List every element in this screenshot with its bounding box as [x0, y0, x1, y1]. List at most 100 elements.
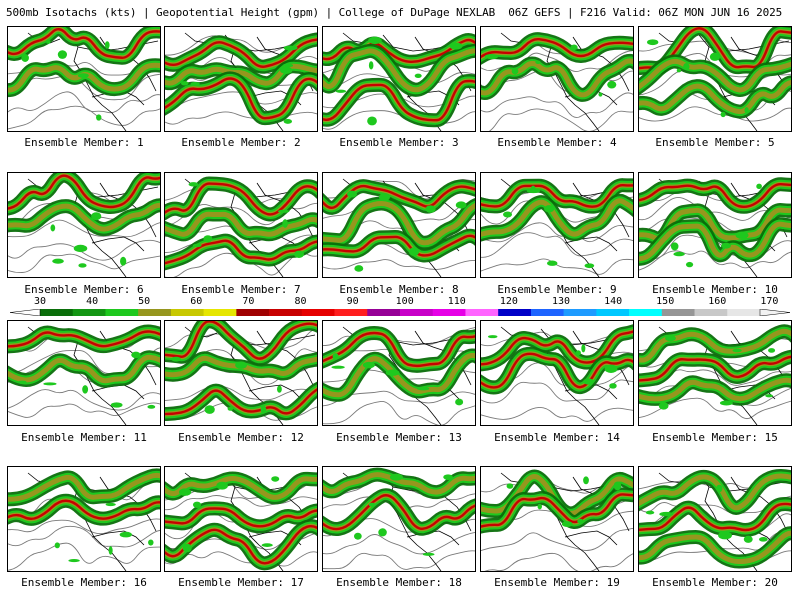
height-contour-line: [8, 402, 160, 418]
isotach-speckle: [293, 250, 305, 258]
isotach-speckle: [506, 483, 514, 489]
isotach-speckle: [449, 42, 463, 50]
ensemble-member-label: Ensemble Member: 5: [655, 136, 775, 149]
isotach-speckle: [104, 41, 110, 49]
isotach-speckle: [347, 190, 358, 198]
jet-isotach-band: [8, 499, 160, 521]
isotach-speckle: [78, 263, 87, 268]
jet-isotach-band: [639, 377, 791, 402]
ensemble-member-map: [322, 172, 476, 278]
isotach-speckle: [511, 67, 519, 75]
colorbar-segment: [334, 309, 368, 316]
height-contour-line: [323, 401, 475, 425]
isotach-speckle: [68, 559, 80, 563]
jet-isotach-band: [323, 79, 475, 122]
isotach-speckle: [609, 383, 617, 389]
colorbar-segment: [596, 309, 630, 316]
isotach-speckle: [368, 502, 376, 507]
jet-isotach-band: [639, 207, 791, 242]
isotach-speckle: [190, 81, 200, 86]
isotach-speckle: [756, 183, 762, 190]
isotach-speckle: [720, 111, 726, 118]
jet-isotach-band: [639, 530, 791, 565]
colorbar-tick-label: 80: [294, 296, 307, 307]
ensemble-member-map: [638, 172, 792, 278]
isotach-speckle: [203, 235, 213, 243]
header-title: 500mb Isotachs (kts) | Geopotential Heig…: [6, 6, 782, 19]
isotach-speckle: [543, 205, 555, 213]
isotach-speckle: [743, 535, 753, 543]
ensemble-member-label: Ensemble Member: 9: [497, 283, 617, 296]
colorbar-tick-label: 150: [656, 296, 675, 307]
height-contour-line: [8, 542, 160, 571]
colorbar-segment: [530, 309, 564, 316]
isotach-speckle: [332, 353, 339, 360]
map-canvas: [165, 176, 317, 277]
isotach-speckle: [192, 501, 202, 508]
isotach-speckle: [414, 73, 422, 79]
ensemble-member-map: [480, 466, 634, 572]
jet-isotach-band: [165, 182, 317, 216]
jet-isotach-band: [323, 38, 475, 63]
isotach-speckle: [204, 405, 215, 414]
colorbar-segment: [105, 309, 139, 316]
isotach-speckle: [604, 364, 618, 374]
isotach-speckle: [455, 398, 464, 406]
map-canvas: [323, 178, 475, 277]
map-canvas: [323, 326, 475, 425]
colorbar-tick-labels: 30 40 50 60 70 80 90 100 110 120 130 140 150 160 170: [0, 296, 800, 308]
isotach-speckle: [546, 260, 558, 266]
colorbar-segment: [301, 309, 335, 316]
isotach-speckle: [735, 231, 749, 239]
isotach-speckle: [277, 209, 290, 213]
jet-isotach-band: [481, 352, 633, 389]
isotach-speckle: [535, 60, 541, 65]
height-contour-line: [481, 258, 633, 275]
isotach-speckle: [73, 244, 88, 253]
jet-isotach-band: [8, 174, 160, 210]
height-contour-line: [639, 106, 791, 122]
ensemble-member-map: [164, 26, 318, 132]
isotach-speckle: [417, 387, 430, 391]
isotach-speckle: [280, 66, 293, 75]
ensemble-member-label: Ensemble Member: 14: [494, 431, 620, 444]
isotach-speckle: [583, 378, 594, 385]
isotach-speckle: [43, 382, 57, 386]
isotach-speckle: [670, 242, 679, 251]
colorbar-segment: [269, 309, 303, 316]
ensemble-member-map: [7, 466, 161, 572]
height-contour-line: [165, 495, 317, 511]
colorbar-tick-label: 60: [190, 296, 203, 307]
isotach-speckle: [227, 406, 234, 411]
jet-isotach-band: [639, 473, 791, 511]
height-contour-line: [8, 518, 160, 535]
isotach-speckle: [537, 503, 542, 510]
colorbar-segment: [170, 309, 204, 316]
isotach-speckle: [443, 474, 453, 480]
height-contour-line: [8, 219, 160, 238]
isotach-speckle: [389, 473, 403, 481]
isotach-speckle: [277, 385, 282, 393]
height-contour-line: [323, 550, 475, 570]
height-contour-line: [484, 552, 633, 571]
isotach-speckle: [646, 39, 659, 46]
jet-isotach-band: [323, 234, 475, 257]
height-contour-line: [481, 379, 633, 404]
isotach-speckle: [131, 351, 141, 359]
isotach-speckle: [46, 40, 51, 44]
map-canvas: [481, 178, 633, 277]
isotach-speckle: [658, 402, 669, 410]
jet-isotach-band: [165, 507, 317, 528]
isotach-speckle: [577, 518, 584, 524]
isotach-speckle: [721, 242, 731, 249]
height-contour-line: [323, 110, 475, 130]
ensemble-member-map: [638, 26, 792, 132]
ensemble-member-label: Ensemble Member: 10: [652, 283, 778, 296]
jet-isotach-band: [165, 321, 317, 360]
colorbar-segment: [72, 309, 106, 316]
isotach-speckle: [283, 45, 298, 51]
isotach-speckle: [171, 356, 181, 362]
isotach-speckle: [378, 528, 387, 537]
ensemble-member-label: Ensemble Member: 6: [24, 283, 144, 296]
isotach-speckle: [21, 53, 29, 62]
